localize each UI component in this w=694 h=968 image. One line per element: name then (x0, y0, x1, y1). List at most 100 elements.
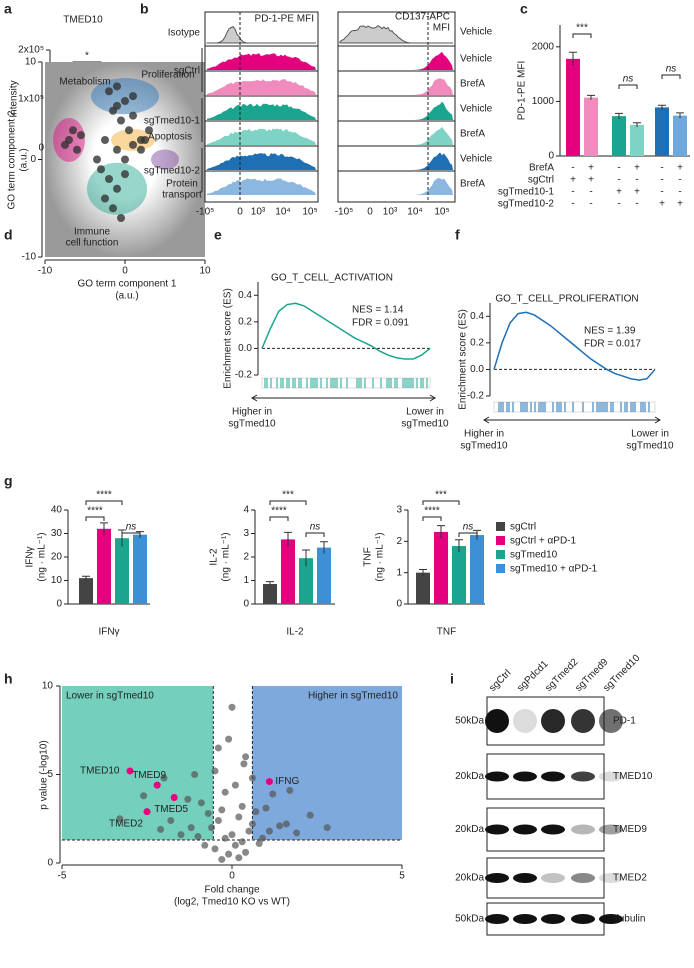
bar (612, 116, 626, 156)
condition-mark: - (678, 187, 681, 198)
row-group: sgTmed10-1 (144, 116, 201, 127)
gene-point (238, 802, 246, 810)
gene-point (240, 760, 248, 768)
go-term-point (113, 184, 121, 193)
blot-label: TMED10 (613, 771, 653, 782)
sig-label: *** (282, 490, 294, 501)
band (599, 914, 623, 924)
y-tick-label: 40 (51, 505, 63, 516)
gene-point (201, 841, 209, 849)
condition-mark: - (571, 199, 574, 210)
go-term-point (93, 155, 101, 164)
band (485, 824, 509, 835)
x-label-right: Lower in (406, 407, 444, 418)
chart-title: GO_T_CELL_ACTIVATION (271, 273, 393, 284)
row-group: Isotype (168, 28, 201, 39)
y-tick-label: 3 (396, 505, 402, 516)
x-axis-label: IFNγ (98, 627, 119, 638)
band (599, 771, 623, 782)
gene-point (204, 809, 212, 817)
band (571, 873, 595, 883)
gene-point (211, 767, 219, 775)
histogram (340, 126, 453, 145)
legend-label: sgCtrl (510, 522, 536, 533)
y-axis-label: GO term component 2 (7, 110, 18, 209)
x-tick-label: 10³ (251, 207, 266, 218)
x-tick-label: 10⁴ (407, 207, 422, 218)
y-tick-label: 10 (51, 575, 63, 586)
gene-point (323, 824, 331, 832)
gene-point (242, 848, 250, 856)
histogram (206, 26, 316, 44)
column-title: PD-1-PE MFI (255, 14, 314, 25)
x-label-left: Higher in (232, 407, 272, 418)
condition-mark: + (588, 163, 594, 174)
lane-label: sgCtrl (487, 668, 513, 694)
sig-label: ns (463, 522, 474, 533)
condition-label: BrefA (529, 163, 554, 174)
go-term-point (77, 131, 85, 140)
bar (317, 547, 331, 604)
row-group: sgTmed10-2 (144, 166, 201, 177)
go-term-point (105, 87, 113, 96)
band (599, 824, 623, 835)
go-term-point (145, 126, 153, 135)
y-axis-label: (ng · mL⁻¹) (375, 532, 386, 581)
point-label: IFNG (275, 776, 299, 787)
gene-point (228, 703, 236, 711)
histogram (340, 51, 453, 70)
row-label: BrefA (460, 129, 485, 140)
condition-mark: - (571, 163, 574, 174)
condition-mark: - (617, 175, 620, 186)
chart-title: GO_T_CELL_PROLIFERATION (495, 294, 638, 305)
x-axis-label: TNF (437, 627, 456, 638)
sig-label: ns (126, 522, 137, 533)
band (599, 709, 623, 733)
go-term-point (113, 101, 121, 110)
barcode-frame (493, 401, 656, 413)
histogram (207, 79, 316, 95)
go-term-point (141, 136, 149, 144)
condition-mark: - (571, 187, 574, 198)
band (541, 873, 565, 883)
error-bar (658, 104, 666, 110)
y-tick-label: 10 (25, 57, 37, 68)
condition-mark: + (659, 199, 665, 210)
y-tick-label: 0.2 (470, 337, 484, 348)
gene-point (235, 854, 243, 862)
sig-bracket (458, 532, 478, 537)
region-label: Higher in sgTmed10 (308, 691, 398, 702)
sig-label: ns (310, 522, 321, 533)
x-label-right: sgTmed10 (626, 441, 674, 452)
sig-bracket (85, 500, 123, 505)
legend-swatch (496, 536, 505, 545)
sig-label: ns (666, 64, 677, 75)
blot-label: Tubulin (613, 914, 645, 925)
condition-mark: - (589, 187, 592, 198)
panel-label: g (4, 473, 13, 489)
gene-point (259, 834, 267, 842)
x-axis-label: (a.u.) (115, 291, 138, 302)
cluster-label: transport (162, 190, 202, 201)
condition-mark: - (617, 163, 620, 174)
error-bar (302, 549, 310, 567)
gene-point (286, 786, 294, 794)
gene-point (235, 813, 243, 821)
gene-point (252, 808, 260, 816)
row-label: BrefA (460, 179, 485, 190)
gene-point (214, 817, 222, 825)
sig-bracket (661, 74, 681, 79)
go-term-point (73, 145, 81, 154)
sig-bracket (422, 516, 442, 521)
highlight-point (126, 767, 134, 775)
threshold (62, 686, 402, 841)
bar (566, 58, 580, 156)
x-axis-label: Fold change (204, 885, 259, 896)
band (485, 709, 509, 733)
gene-point (276, 822, 284, 830)
band (513, 873, 537, 883)
sig-bracket (618, 84, 638, 89)
x-axis-label: GO term component 1 (78, 279, 177, 290)
histogram (340, 78, 453, 95)
blot-label: TMED9 (613, 824, 647, 835)
